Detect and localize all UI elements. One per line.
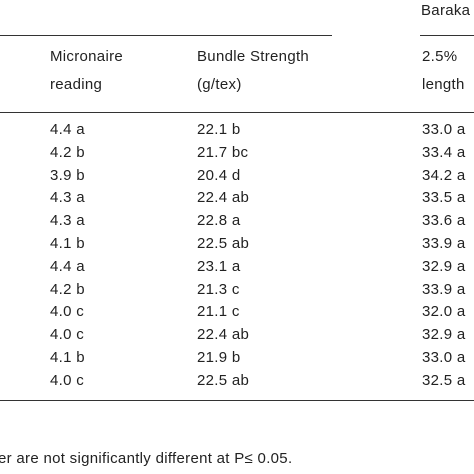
cell: 21.1 c xyxy=(197,303,240,321)
cell: 21.3 c xyxy=(197,280,240,298)
rule xyxy=(0,35,332,36)
footnote: er are not significantly different at P≤… xyxy=(0,450,293,467)
rule xyxy=(0,400,474,401)
cell: 4.2 b xyxy=(50,280,85,298)
cell: 4.1 b xyxy=(50,235,85,252)
cell: 21.9 b xyxy=(197,349,241,366)
cell: 21.7 bc xyxy=(197,143,249,161)
cell: 4.4 a xyxy=(50,121,85,138)
cell: 4.3 a xyxy=(50,189,85,207)
cell: 4.4 a xyxy=(50,257,85,275)
cell: 33.0 a xyxy=(422,121,466,138)
cell: 20.4 d xyxy=(197,166,241,184)
cell: 32.0 a xyxy=(422,303,466,321)
cell: 22.8 a xyxy=(197,212,241,230)
cell: 32.9 a xyxy=(422,326,466,344)
rule xyxy=(420,35,474,36)
rule xyxy=(0,112,474,113)
cell: 33.6 a xyxy=(422,212,466,230)
cell: 4.3 a xyxy=(50,212,85,230)
column-header: (g/tex) xyxy=(197,76,242,93)
cell: 32.5 a xyxy=(422,371,466,389)
column-header: 2.5% xyxy=(422,48,458,65)
cell: 33.0 a xyxy=(422,349,466,366)
cell: 33.4 a xyxy=(422,143,466,161)
cell: 33.5 a xyxy=(422,189,466,207)
cell: 23.1 a xyxy=(197,257,241,275)
cell: 4.1 b xyxy=(50,349,85,366)
cell: 34.2 a xyxy=(422,166,466,184)
cell: 4.0 c xyxy=(50,326,85,344)
cell: 4.0 c xyxy=(50,303,85,321)
cell: 33.9 a xyxy=(422,235,466,252)
cell: 3.9 b xyxy=(50,166,85,184)
column-header: Bundle Strength xyxy=(197,48,310,65)
cell: 32.9 a xyxy=(422,257,466,275)
column-header: length xyxy=(422,76,465,93)
group-header: Baraka xyxy=(421,2,471,19)
column-header: reading xyxy=(50,76,103,93)
cell: 22.4 ab xyxy=(197,326,250,344)
cell: 33.9 a xyxy=(422,280,466,298)
cell: 22.1 b xyxy=(197,121,241,138)
column-header: Micronaire xyxy=(50,48,124,65)
cell: 22.5 ab xyxy=(197,235,250,252)
cell: 4.0 c xyxy=(50,371,85,389)
cell: 22.5 ab xyxy=(197,371,250,389)
cell: 22.4 ab xyxy=(197,189,250,207)
cell: 4.2 b xyxy=(50,143,85,161)
